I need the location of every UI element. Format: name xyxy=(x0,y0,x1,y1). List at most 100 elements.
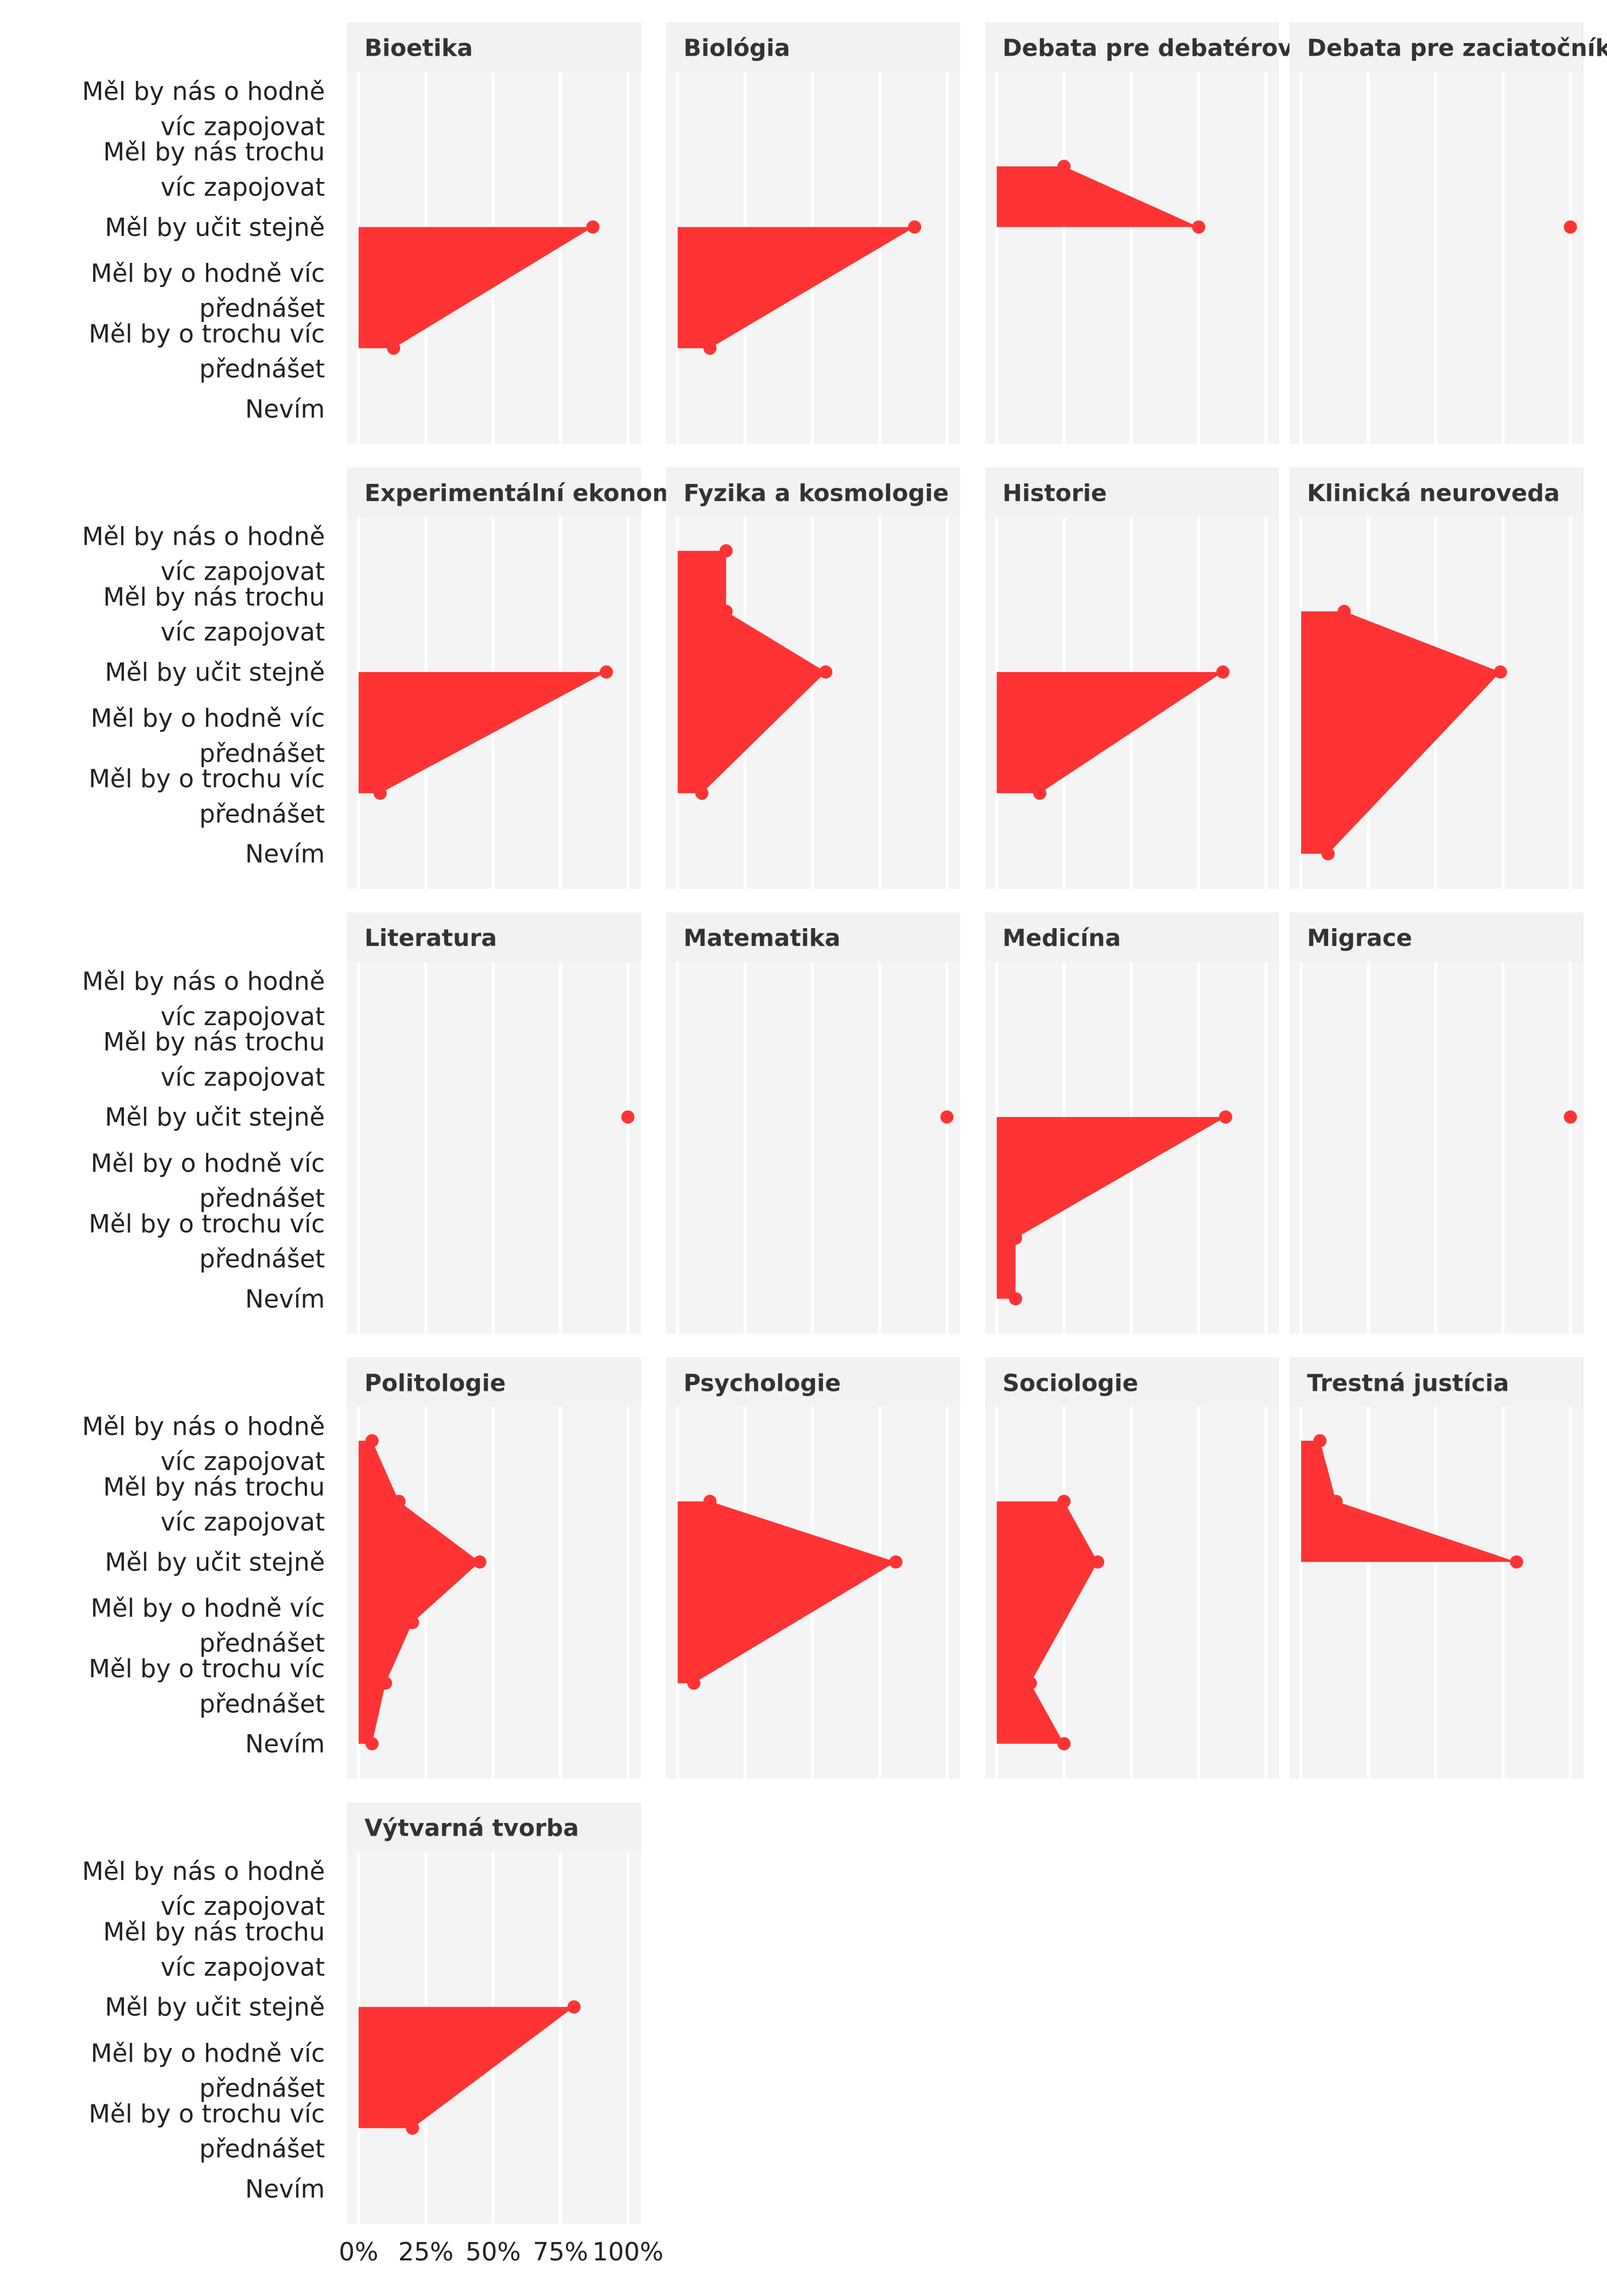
x-tick-label: 0% xyxy=(339,2238,378,2267)
point xyxy=(908,220,922,234)
y-tick-label: Měl by o hodně víc přednášet xyxy=(91,2039,325,2103)
point xyxy=(719,544,733,558)
y-tick-label: Měl by nás o hodně víc zapojovat xyxy=(82,968,325,1031)
y-tick-label: Nevím xyxy=(245,840,325,869)
strip xyxy=(985,22,1279,72)
y-tick-label: Měl by nás trochu víc zapojovat xyxy=(103,1918,325,1982)
y-tick-label: Měl by o trochu víc přednášet xyxy=(89,765,325,829)
y-tick-label: Nevím xyxy=(245,1285,325,1314)
area xyxy=(1301,611,1501,854)
strip xyxy=(1289,912,1584,963)
y-tick-label: Měl by o hodně víc přednášet xyxy=(91,1149,325,1213)
strip xyxy=(666,22,960,72)
x-tick-label: 100% xyxy=(592,2238,663,2267)
point xyxy=(687,1676,701,1690)
strip xyxy=(666,912,960,963)
area xyxy=(358,227,593,348)
y-tick-label: Měl by učit stejně xyxy=(105,214,325,242)
y-tick-label: Měl by učit stejně xyxy=(105,1548,325,1577)
point xyxy=(1509,1555,1523,1569)
point xyxy=(819,665,833,679)
point xyxy=(1033,786,1047,800)
area xyxy=(358,2007,575,2128)
y-tick-label: Měl by učit stejně xyxy=(105,1103,325,1132)
strip xyxy=(347,467,641,517)
y-tick-label: Měl by nás trochu víc zapojovat xyxy=(103,583,325,647)
facet-title: Historie xyxy=(1003,479,1107,507)
y-tick-label: Nevím xyxy=(245,395,325,424)
facet-title: Sociologie xyxy=(1003,1369,1138,1397)
y-tick-label: Měl by o trochu víc přednášet xyxy=(89,1655,325,1719)
x-tick-label: 25% xyxy=(398,2238,453,2267)
point xyxy=(940,1110,954,1124)
point xyxy=(1057,160,1071,173)
area xyxy=(677,1501,896,1684)
facet-title: Klinická neuroveda xyxy=(1307,479,1560,507)
facet-title: Trestná justícia xyxy=(1307,1369,1509,1397)
area xyxy=(677,550,826,793)
point xyxy=(1563,1110,1577,1124)
point xyxy=(1057,1737,1071,1751)
point xyxy=(1329,1495,1343,1508)
point xyxy=(1321,847,1335,860)
y-tick-label: Měl by nás trochu víc zapojovat xyxy=(103,1473,325,1537)
y-tick-label: Měl by o trochu víc přednášet xyxy=(89,320,325,383)
area xyxy=(1301,1441,1517,1562)
facet-title: Experimentální ekonomie xyxy=(364,479,701,507)
point xyxy=(695,786,709,800)
point xyxy=(406,2122,420,2135)
point xyxy=(1216,665,1230,679)
strip xyxy=(985,912,1279,963)
point xyxy=(703,1495,717,1508)
strip xyxy=(347,1357,641,1407)
facet-title: Biológia xyxy=(684,34,790,62)
y-tick-label: Měl by nás o hodně víc zapojovat xyxy=(82,522,325,586)
area xyxy=(996,1501,1098,1744)
y-tick-label: Měl by o hodně víc přednášet xyxy=(91,704,325,768)
y-tick-label: Měl by o hodně víc přednášet xyxy=(91,259,325,323)
facet-title: Migrace xyxy=(1307,924,1412,952)
x-tick-label: 75% xyxy=(533,2238,588,2267)
y-tick-label: Nevím xyxy=(245,1730,325,1759)
strip xyxy=(347,912,641,963)
point xyxy=(1008,1292,1022,1306)
y-tick-label: Měl by učit stejně xyxy=(105,658,325,687)
point xyxy=(392,1495,406,1508)
facet-title: Fyzika a kosmologie xyxy=(684,479,949,507)
area xyxy=(358,1441,480,1744)
strip xyxy=(1289,22,1584,72)
strip xyxy=(347,1802,641,1852)
point xyxy=(387,342,401,355)
y-tick-label: Měl by o trochu víc přednášet xyxy=(89,2100,325,2163)
facet-title: Literatura xyxy=(364,924,497,952)
point xyxy=(1008,1231,1022,1245)
point xyxy=(1337,604,1351,618)
point xyxy=(1091,1555,1105,1569)
y-tick-label: Měl by nás trochu víc zapojovat xyxy=(103,1028,325,1092)
area xyxy=(677,227,915,348)
facet-title: Psychologie xyxy=(684,1369,841,1397)
y-tick-label: Měl by nás o hodně víc zapojovat xyxy=(82,1857,325,1921)
facet-title: Medicína xyxy=(1003,924,1121,952)
y-tick-label: Měl by učit stejně xyxy=(105,1994,325,2022)
point xyxy=(1218,1110,1232,1124)
point xyxy=(586,220,600,234)
facet-title: Debata pre debatérov xyxy=(1003,34,1293,62)
y-tick-label: Měl by o hodně víc přednášet xyxy=(91,1595,325,1658)
strip xyxy=(1289,1357,1584,1407)
strip xyxy=(985,467,1279,517)
facet-title: Výtvarná tvorba xyxy=(364,1814,579,1842)
y-tick-label: Nevím xyxy=(245,2175,325,2204)
y-tick-label: Měl by o trochu víc přednášet xyxy=(89,1210,325,1274)
strip xyxy=(666,1357,960,1407)
y-tick-label: Měl by nás o hodně víc zapojovat xyxy=(82,1413,325,1476)
strip xyxy=(666,467,960,517)
strip xyxy=(1289,467,1584,517)
point xyxy=(703,342,717,355)
point xyxy=(1023,1676,1037,1690)
strip xyxy=(347,22,641,72)
point xyxy=(1493,665,1507,679)
area xyxy=(996,1116,1226,1299)
